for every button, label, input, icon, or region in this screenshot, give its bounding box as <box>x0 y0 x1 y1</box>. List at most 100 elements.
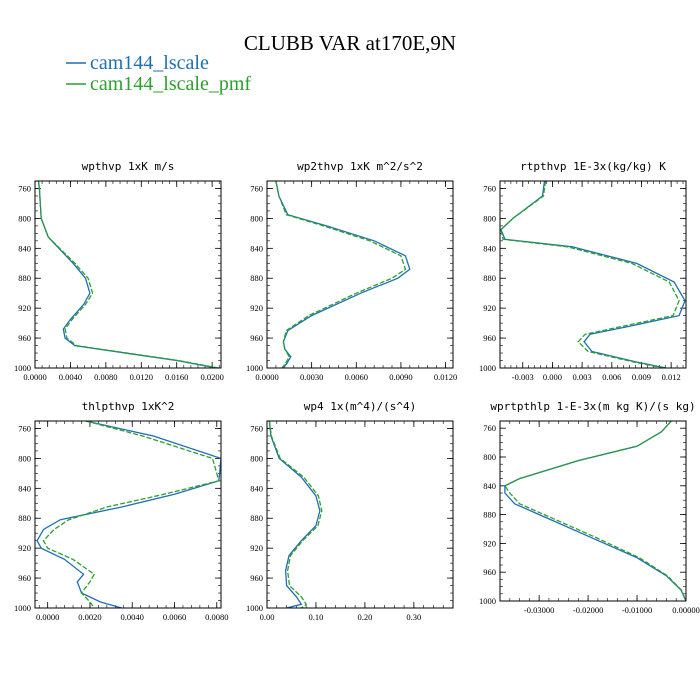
y-tick-label: 760 <box>483 423 496 433</box>
y-tick-label: 800 <box>483 213 496 223</box>
series-line-lscale <box>37 181 217 368</box>
x-tick-label: 0.009 <box>632 372 651 382</box>
x-tick-label: 0.0200 <box>200 372 223 382</box>
panel-3: rtpthvp 1E-3x(kg/kg) K -0.003 0.000 0.003 0.… <box>479 160 687 382</box>
plot-frame <box>499 420 687 602</box>
y-tick-label: 1000 <box>479 596 496 606</box>
y-tick-label: 1000 <box>14 603 31 613</box>
plot-frame <box>266 180 454 369</box>
x-tick-label: 0.0040 <box>59 372 82 382</box>
y-tick-label: 840 <box>250 483 263 493</box>
panel-2: wp2thvp 1xK m^2/s^2 0.0000 0.0030 0.0060 0.0… <box>246 160 457 382</box>
x-tick-label: 0.000 <box>543 372 562 382</box>
y-tick-label: 760 <box>483 183 496 193</box>
panel-4: thlpthvp 1xK^2 0.0000 0.0020 0.0040 0.0060 0.… <box>14 400 228 622</box>
panel-title: rtpthvp 1E-3x(kg/kg) K <box>520 160 666 173</box>
x-tick-label: 0.10 <box>309 612 324 622</box>
panel-title: thlpthvp 1xK^2 <box>82 400 175 413</box>
y-tick-label: 960 <box>250 333 263 343</box>
panel-title: wp2thvp 1xK m^2/s^2 <box>297 160 423 173</box>
y-tick-label: 800 <box>250 453 263 463</box>
figure-title: CLUBB VAR at170E,9N <box>244 31 456 55</box>
panel-title: wprtpthlp 1-E-3x(m kg K)/(s kg) <box>490 400 695 413</box>
y-tick-label: 840 <box>483 243 496 253</box>
x-tick-label: -0.02000 <box>573 605 603 615</box>
plot-frame <box>499 180 687 369</box>
panel-6: wprtpthlp 1-E-3x(m kg K)/(s kg) -0.03000 -… <box>479 400 700 615</box>
y-tick-label: 960 <box>483 567 496 577</box>
y-tick-label: 960 <box>483 333 496 343</box>
y-tick-label: 1000 <box>14 363 31 373</box>
y-tick-label: 920 <box>483 538 496 548</box>
x-tick-label: 0.003 <box>573 372 592 382</box>
panel-title: wpthvp 1xK m/s <box>82 160 175 173</box>
y-tick-label: 920 <box>250 303 263 313</box>
legend: cam144_lscale cam144_lscale_pmf <box>66 52 251 95</box>
x-tick-label: 0.0030 <box>300 372 323 382</box>
series-line-lscale-pmf <box>503 421 686 601</box>
x-tick-label: 0.0020 <box>78 612 101 622</box>
x-tick-label: 0.0080 <box>94 372 117 382</box>
plot-frame <box>34 180 222 369</box>
y-tick-label: 960 <box>18 573 31 583</box>
series-line-lscale <box>268 421 321 608</box>
y-tick-label: 880 <box>483 273 496 283</box>
series-line-lscale-pmf <box>500 181 680 368</box>
y-tick-label: 880 <box>250 273 263 283</box>
y-tick-label: 1000 <box>479 363 496 373</box>
x-tick-label: 0.0000 <box>255 372 278 382</box>
series-line-lscale-pmf <box>275 181 407 368</box>
x-tick-label: -0.003 <box>512 372 534 382</box>
x-tick-label: 0.0080 <box>205 612 228 622</box>
panel-1: wpthvp 1xK m/s 0.0000 0.0040 0.0080 0.0120 0.… <box>14 160 224 382</box>
y-tick-label: 920 <box>18 303 31 313</box>
y-tick-label: 1000 <box>246 603 263 613</box>
y-tick-label: 840 <box>483 481 496 491</box>
y-tick-label: 960 <box>250 573 263 583</box>
y-tick-label: 760 <box>18 423 31 433</box>
y-tick-label: 800 <box>483 452 496 462</box>
y-tick-label: 840 <box>250 243 263 253</box>
x-tick-label: -0.01000 <box>622 605 652 615</box>
x-tick-label: 0.0060 <box>345 372 368 382</box>
y-tick-label: 800 <box>18 453 31 463</box>
y-tick-label: 1000 <box>246 363 263 373</box>
series-line-lscale-pmf <box>268 421 323 608</box>
x-tick-label: 0.20 <box>357 612 372 622</box>
x-tick-label: 0.0120 <box>130 372 153 382</box>
y-tick-label: 880 <box>18 513 31 523</box>
y-tick-label: 760 <box>250 423 263 433</box>
panels: wpthvp 1xK m/s 0.0000 0.0040 0.0080 0.0120 0.… <box>14 160 700 622</box>
plot-frame <box>266 420 454 609</box>
y-tick-label: 880 <box>18 273 31 283</box>
legend-label-lscale: cam144_lscale <box>90 52 209 74</box>
y-tick-label: 960 <box>18 333 31 343</box>
plot-frame <box>34 420 222 609</box>
y-tick-label: 880 <box>483 510 496 520</box>
x-tick-label: 0.0060 <box>163 612 186 622</box>
y-tick-label: 920 <box>483 303 496 313</box>
y-tick-label: 880 <box>250 513 263 523</box>
y-tick-label: 840 <box>18 483 31 493</box>
panel-title: wp4 1x(m^4)/(s^4) <box>304 400 417 413</box>
x-tick-label: 0.0090 <box>389 372 412 382</box>
x-tick-label: 0.0000 <box>23 372 46 382</box>
x-tick-label: 0.30 <box>406 612 421 622</box>
series-line-lscale-pmf <box>37 181 219 368</box>
panel-5: wp4 1x(m^4)/(s^4) 0.00 0.10 0.20 0.30 760 800 8… <box>246 400 454 622</box>
legend-label-lscale-pmf: cam144_lscale_pmf <box>90 73 251 95</box>
y-tick-label: 920 <box>18 543 31 553</box>
x-tick-label: 0.012 <box>662 372 681 382</box>
series-line-lscale <box>500 181 686 368</box>
series-line-lscale-pmf <box>42 421 220 608</box>
y-tick-label: 760 <box>250 183 263 193</box>
x-tick-label: -0.03000 <box>524 605 554 615</box>
x-tick-label: 0.0160 <box>165 372 188 382</box>
y-tick-label: 920 <box>250 543 263 553</box>
x-tick-label: 0.00000 <box>672 605 700 615</box>
y-tick-label: 800 <box>18 213 31 223</box>
y-tick-label: 840 <box>18 243 31 253</box>
x-tick-label: 0.006 <box>602 372 621 382</box>
series-line-lscale <box>504 421 686 601</box>
